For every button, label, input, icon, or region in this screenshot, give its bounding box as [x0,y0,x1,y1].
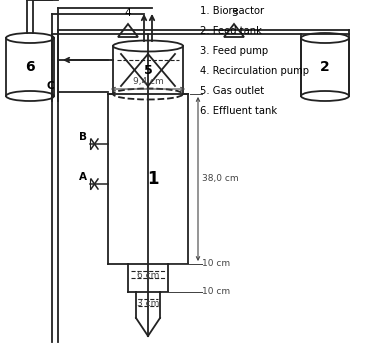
Text: 9,4 cm: 9,4 cm [132,77,163,86]
Text: 38,0 cm: 38,0 cm [202,174,239,183]
Text: 4. Recirculation pump: 4. Recirculation pump [200,66,309,76]
Text: 5. Gas outlet: 5. Gas outlet [200,86,264,96]
Text: 6 cm: 6 cm [137,272,159,281]
Text: 4: 4 [125,8,131,18]
Text: 1: 1 [147,170,159,188]
Text: 10 cm: 10 cm [202,288,230,297]
Polygon shape [118,24,138,37]
Text: 3 cm: 3 cm [137,298,159,308]
Polygon shape [224,24,244,37]
Text: A: A [79,172,87,182]
Text: 2. Feed tank: 2. Feed tank [200,26,262,36]
Text: 1. Bioreactor: 1. Bioreactor [200,6,264,16]
Text: 6: 6 [25,60,35,74]
Text: 2: 2 [320,60,330,74]
Text: C: C [46,81,54,91]
Text: 3. Feed pump: 3. Feed pump [200,46,268,56]
Text: 3: 3 [231,8,237,18]
Text: 6. Effluent tank: 6. Effluent tank [200,106,277,116]
Text: 5: 5 [143,64,152,78]
Text: 10 cm: 10 cm [202,260,230,269]
Text: B: B [79,132,87,142]
